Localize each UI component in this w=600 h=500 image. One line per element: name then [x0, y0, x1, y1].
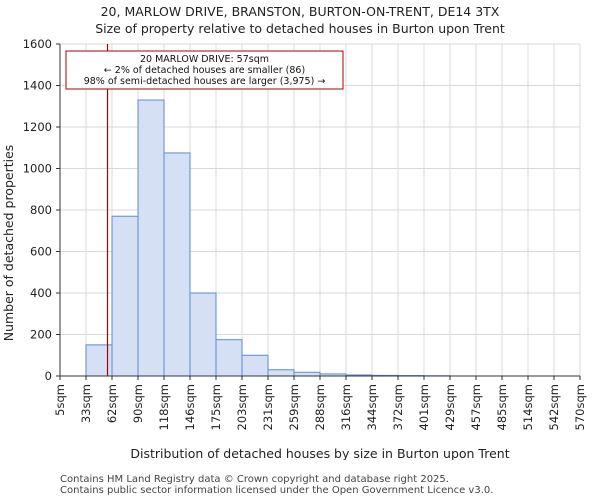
x-tick-label: 570sqm: [573, 384, 587, 430]
x-tick-label: 542sqm: [547, 384, 561, 430]
x-tick-label: 90sqm: [131, 384, 145, 423]
x-tick-label: 62sqm: [105, 384, 119, 423]
footer-line2: Contains public sector information licen…: [60, 485, 494, 496]
y-axis-label: Number of detached properties: [1, 145, 16, 342]
x-axis-label: Distribution of detached houses by size …: [130, 446, 509, 460]
histogram-bar: [293, 371, 321, 377]
footer-line1: Contains HM Land Registry data © Crown c…: [60, 474, 449, 485]
annotation-line3: 98% of semi-detached houses are larger (…: [84, 76, 326, 87]
x-tick-label: 372sqm: [391, 384, 405, 430]
y-tick-label: 1000: [23, 162, 52, 176]
chart-title-line1: 20, MARLOW DRIVE, BRANSTON, BURTON-ON-TR…: [101, 4, 500, 19]
plot-area: 0 200 400 600 800 1000 1200 1400 1600 5sqm 33sqm 62…: [23, 37, 587, 430]
chart-title-line2: Size of property relative to detached ho…: [95, 21, 505, 36]
x-tick-label: 457sqm: [469, 384, 483, 430]
x-tick-label: 259sqm: [287, 384, 301, 430]
x-tick-label: 316sqm: [339, 384, 353, 430]
x-tick-label: 33sqm: [79, 384, 93, 423]
y-tick-label: 200: [30, 328, 52, 342]
x-tick-label: 485sqm: [495, 384, 509, 430]
histogram-bar: [267, 369, 295, 377]
histogram-bar: [215, 339, 243, 377]
histogram-bar: [111, 215, 139, 377]
y-tick-label: 800: [30, 203, 52, 217]
x-tick-label: 175sqm: [209, 384, 223, 430]
x-tick-label: 5sqm: [53, 384, 67, 416]
histogram-bar: [163, 152, 191, 377]
annotation-line2: ← 2% of detached houses are smaller (86): [104, 65, 305, 76]
y-tick-label: 600: [30, 245, 52, 259]
histogram-bar: [137, 99, 165, 377]
x-tick-label: 203sqm: [235, 384, 249, 430]
x-tick-label: 401sqm: [417, 384, 431, 430]
histogram-bar: [241, 354, 269, 377]
y-tick-label: 1200: [23, 120, 52, 134]
histogram-bar: [189, 292, 217, 377]
x-tick-label: 231sqm: [261, 384, 275, 430]
x-tick-label: 288sqm: [313, 384, 327, 430]
x-tick-label: 344sqm: [365, 384, 379, 430]
y-tick-label: 1400: [23, 79, 52, 93]
x-tick-label: 118sqm: [157, 384, 171, 430]
x-tick-label: 146sqm: [183, 384, 197, 430]
y-tick-label: 0: [45, 369, 52, 383]
x-tick-label: 429sqm: [443, 384, 457, 430]
annotation-line1: 20 MARLOW DRIVE: 57sqm: [140, 54, 269, 65]
y-tick-label: 400: [30, 286, 52, 300]
histogram-chart: 20, MARLOW DRIVE, BRANSTON, BURTON-ON-TR…: [1, 4, 587, 460]
annotation-box: [65, 50, 344, 90]
y-tick-label: 1600: [23, 37, 52, 51]
x-tick-label: 514sqm: [521, 384, 535, 430]
